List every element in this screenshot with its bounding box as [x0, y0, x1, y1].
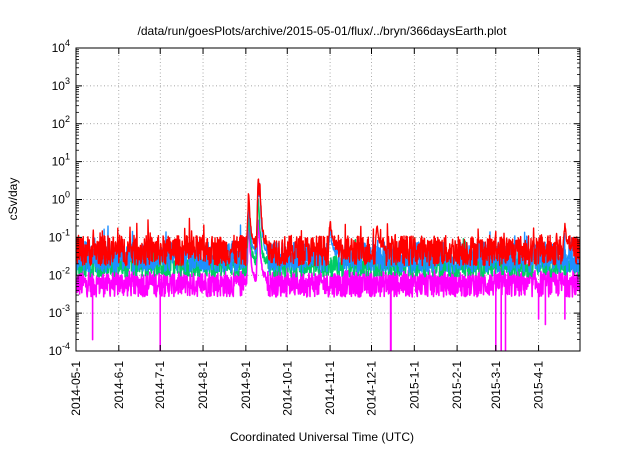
- series-line: [76, 178, 580, 267]
- series-line: [76, 219, 580, 351]
- grid-layer: [76, 48, 580, 351]
- y-tick-base: 10: [49, 268, 63, 282]
- y-tick-exponent: 2: [65, 114, 70, 124]
- chart-title: /data/run/goesPlots/archive/2015-05-01/f…: [138, 24, 508, 38]
- y-tick-base: 10: [52, 193, 66, 207]
- x-tick-label: 2014-05-1: [69, 361, 83, 416]
- y-tick-exponent: -1: [62, 227, 70, 237]
- plot-frame: [75, 47, 581, 352]
- y-tick-exponent: 0: [65, 190, 70, 200]
- axis-layer: 10-410-310-210-11001011021031042014-05-1…: [49, 38, 581, 416]
- y-tick-exponent: -2: [62, 265, 70, 275]
- x-tick-label: 2014-9-1: [239, 361, 253, 409]
- y-tick-base: 10: [49, 306, 63, 320]
- x-tick-label: 2015-2-1: [450, 361, 464, 409]
- y-tick-base: 10: [52, 117, 66, 131]
- x-tick-label: 2015-4-1: [532, 361, 546, 409]
- y-tick-base: 10: [52, 79, 66, 93]
- y-tick-label: 100: [52, 190, 70, 207]
- x-tick-label: 2014-12-1: [364, 361, 378, 416]
- x-tick-label: 2014-10-1: [280, 361, 294, 416]
- y-tick-exponent: 3: [65, 76, 70, 86]
- data-layer: [76, 178, 580, 351]
- y-tick-exponent: 4: [65, 38, 70, 48]
- y-tick-base: 10: [49, 230, 63, 244]
- x-axis-label: Coordinated Universal Time (UTC): [230, 430, 414, 444]
- y-tick-exponent: -4: [62, 341, 70, 351]
- y-tick-base: 10: [52, 155, 66, 169]
- y-tick-label: 101: [52, 152, 70, 169]
- y-tick-exponent: 1: [65, 152, 70, 162]
- y-tick-label: 10-2: [49, 265, 70, 282]
- y-tick-label: 102: [52, 114, 70, 131]
- y-tick-base: 10: [52, 41, 66, 55]
- x-tick-label: 2015-1-1: [407, 361, 421, 409]
- y-tick-exponent: -3: [62, 303, 70, 313]
- x-tick-label: 2015-3-1: [489, 361, 503, 409]
- x-tick-label: 2014-7-1: [153, 361, 167, 409]
- y-tick-label: 104: [52, 38, 70, 55]
- x-tick-label: 2014-8-1: [196, 361, 210, 409]
- y-tick-label: 10-1: [49, 227, 70, 244]
- y-tick-label: 10-4: [49, 341, 70, 358]
- y-tick-label: 103: [52, 76, 70, 93]
- x-tick-label: 2014-6-1: [112, 361, 126, 409]
- y-tick-label: 10-3: [49, 303, 70, 320]
- y-axis-label: cSv/day: [6, 178, 20, 221]
- y-tick-base: 10: [49, 344, 63, 358]
- x-tick-label: 2014-11-1: [323, 361, 337, 415]
